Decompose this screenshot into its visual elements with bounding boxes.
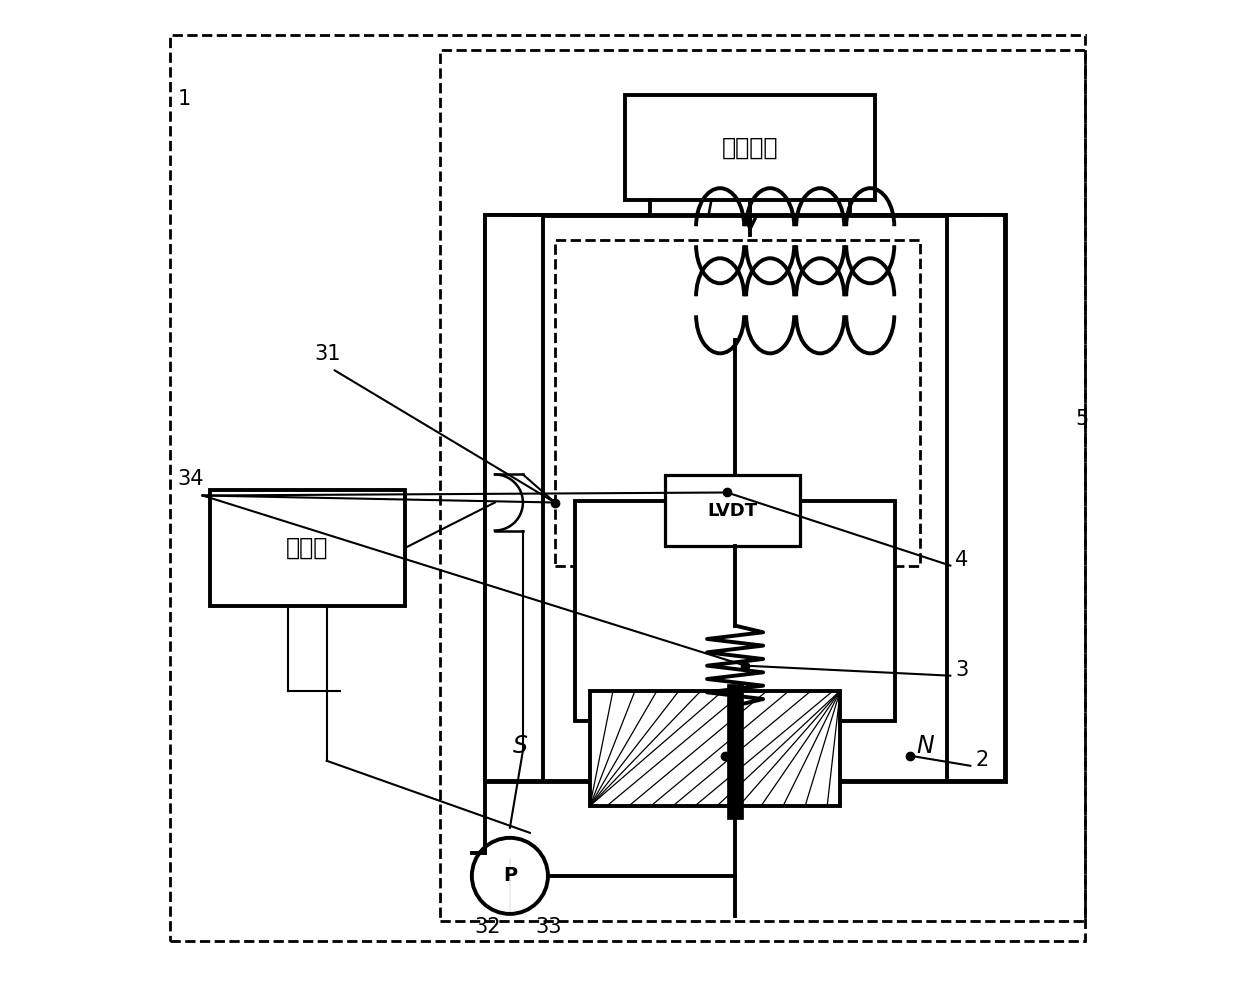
Text: 4: 4 [955,550,968,570]
Text: 1: 1 [177,89,191,109]
Bar [665,475,800,546]
Text: 直流电源: 直流电源 [722,136,779,159]
Text: 2: 2 [976,750,988,770]
Text: 控制器: 控制器 [286,537,329,560]
Bar [556,240,920,566]
Bar [575,500,895,721]
Text: $N$: $N$ [916,734,935,758]
Text: 5: 5 [1075,409,1089,429]
Text: LVDT: LVDT [708,502,758,520]
Bar [485,215,543,781]
Bar [727,684,743,819]
Text: 33: 33 [534,917,562,937]
Text: 32: 32 [475,917,501,937]
Bar [947,215,1006,781]
Bar [485,215,1006,781]
Bar [625,95,875,200]
Text: $I$: $I$ [706,198,714,224]
Bar [440,50,1085,921]
Bar [210,490,404,606]
Text: 34: 34 [177,469,205,489]
Text: 31: 31 [315,344,341,364]
Bar [590,691,841,806]
Text: 3: 3 [955,660,968,680]
Text: P: P [503,867,517,885]
Text: $S$: $S$ [512,734,528,758]
